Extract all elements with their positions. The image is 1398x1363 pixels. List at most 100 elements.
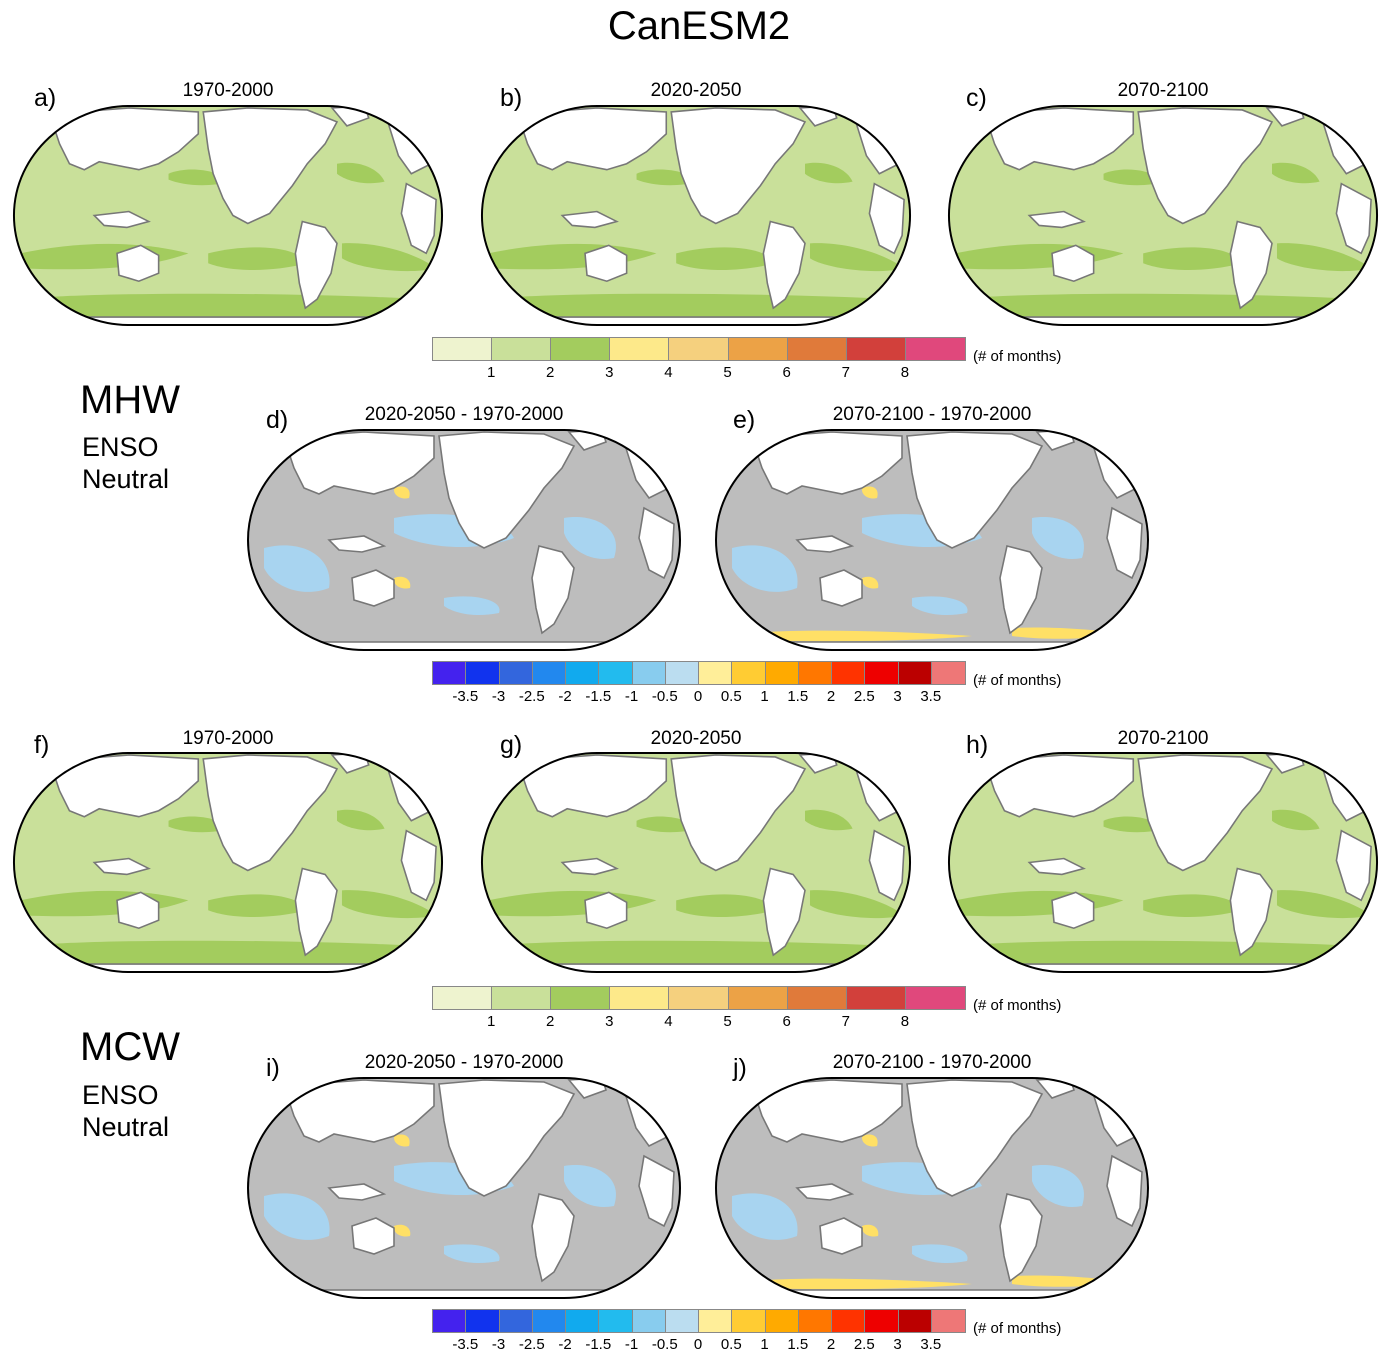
colorbar-tick-label: -1.5: [585, 688, 612, 705]
landmass-northAmerica: [670, 107, 807, 225]
panel-label: j): [733, 1054, 747, 1082]
panel-title: 2020-2050: [650, 728, 742, 749]
panel-title: 1970-2000: [182, 80, 274, 101]
colorbar-swatch: [610, 338, 670, 360]
north-atlantic-band: [337, 809, 385, 831]
colorbar-tick-label: 1.5: [787, 1336, 809, 1353]
landmass-indonesia: [92, 210, 151, 229]
absolute-colorbar: [432, 337, 966, 361]
map-border: [480, 751, 912, 974]
panel-label: g): [500, 731, 523, 759]
colorbar-swatch: [905, 338, 965, 360]
tasman-yellow: [394, 1224, 411, 1237]
southern-ocean-band: [964, 940, 1362, 965]
colorbar-swatch: [665, 662, 699, 684]
southern-band-central: [676, 247, 776, 271]
landmass-australia: [116, 891, 160, 930]
colorbar-tick-label: 8: [900, 1013, 910, 1030]
colorbar-swatch: [669, 338, 729, 360]
panel-title: 2020-2050: [650, 80, 742, 101]
panel-title: 1970-2000: [182, 728, 274, 749]
north-atlantic-band: [805, 162, 853, 184]
section-sub2-mcw: Neutral: [82, 1112, 170, 1142]
colorbar-swatch: [798, 1310, 832, 1332]
indian-ocean-blue: [732, 545, 798, 592]
colorbar-tick-label: 0.5: [720, 1336, 742, 1353]
colorbar-unit-label: (# of months): [973, 1320, 1062, 1337]
landmass-africa: [868, 182, 905, 255]
southern-band-central: [1143, 247, 1243, 271]
world-map-c: [947, 104, 1379, 327]
colorbar-swatch: [931, 662, 965, 684]
colorbar-tick-label: 1: [760, 688, 769, 705]
landmass-australia: [584, 891, 628, 930]
north-atlantic-band: [337, 162, 385, 184]
atlantic-blue: [564, 1165, 616, 1207]
world-map-d: [246, 429, 682, 651]
colorbar-tick-label: -3.5: [452, 688, 479, 705]
map-border: [12, 104, 444, 327]
colorbar-tick-label: 2.5: [853, 1336, 875, 1353]
landmass-indonesia: [795, 1183, 855, 1201]
landmass-eurasia: [983, 754, 1135, 818]
colorbar-swatch: [466, 662, 500, 684]
world-map-h: [947, 751, 1379, 974]
landmass-africa: [400, 829, 437, 902]
southern-ocean-band: [964, 293, 1362, 318]
colorbar-tick-label: 0: [693, 688, 703, 705]
colorbar-tick-label: 3: [605, 1013, 614, 1030]
colorbar-tick-label: 4: [664, 364, 673, 381]
panel-label: i): [266, 1054, 280, 1082]
landmass-eurasia: [983, 107, 1135, 171]
map-border: [246, 429, 682, 651]
southern-band-east: [341, 890, 437, 919]
southern-ocean-yellow: [752, 630, 972, 642]
colorbar-tick-label: -1: [624, 1336, 639, 1353]
colorbar-swatch: [798, 662, 832, 684]
colorbar-swatch: [433, 338, 493, 360]
landmass-northAmerica: [202, 107, 339, 225]
world-map-b: [480, 104, 912, 327]
colorbar-tick-label: 1.5: [787, 688, 809, 705]
world-map-e: [714, 429, 1150, 651]
panel-title: 2070-2100 - 1970-2000: [832, 404, 1032, 425]
colorbar-swatch: [898, 662, 932, 684]
colorbar-swatch: [433, 987, 493, 1009]
map-border: [947, 104, 1379, 327]
map-border: [714, 1077, 1150, 1299]
landmass-southAmerica: [1229, 220, 1273, 310]
map-border: [714, 429, 1150, 651]
colorbar-swatch: [898, 1310, 932, 1332]
colorbar-unit-label: (# of months): [973, 997, 1062, 1014]
landmass-eurasia: [516, 107, 668, 171]
colorbar-tick-label: 0: [693, 1336, 703, 1353]
southern-band-central: [676, 894, 776, 918]
colorbar-tick-label: 5: [723, 1013, 732, 1030]
landmass-southAmerica: [999, 1193, 1043, 1283]
colorbar-swatch: [492, 987, 552, 1009]
colorbar-swatch: [632, 662, 666, 684]
southern-atlantic-yellow: [1012, 627, 1122, 639]
landmass-southAmerica: [762, 867, 806, 957]
colorbar-tick-label: -2.5: [518, 688, 545, 705]
panel-label: a): [34, 84, 57, 112]
colorbar-tick-label: 2: [826, 688, 836, 705]
landmass-northAmerica: [906, 431, 1044, 549]
figure-title: CanESM2: [607, 4, 791, 48]
kuroshio-yellow: [862, 486, 878, 499]
absolute-colorbar: [432, 986, 966, 1010]
colorbar-tick-label: -2: [558, 1336, 572, 1353]
colorbar-swatch: [728, 987, 788, 1009]
tasman-yellow: [862, 1224, 879, 1237]
colorbar-tick-label: -0.5: [651, 1336, 678, 1353]
world-map-j: [714, 1077, 1150, 1299]
colorbar-swatch: [699, 1310, 733, 1332]
colorbar-unit-label: (# of months): [973, 348, 1062, 365]
kuroshio-yellow: [862, 1134, 878, 1147]
landmass-africa: [1335, 829, 1372, 902]
southern-band-central: [208, 894, 308, 918]
colorbar-tick-label: 1: [486, 364, 496, 381]
colorbar-tick-label: 1: [760, 1336, 769, 1353]
north-atlantic-band: [1272, 809, 1320, 831]
panel-title: 2070-2100: [1117, 80, 1209, 101]
